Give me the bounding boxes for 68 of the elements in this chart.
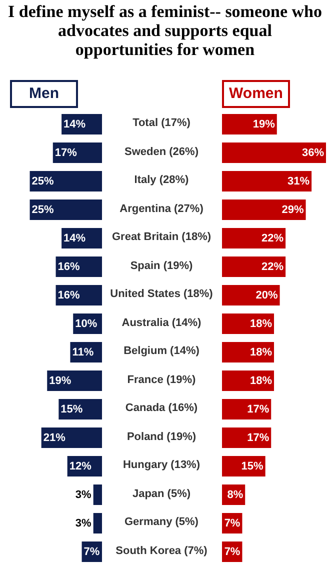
y-tick-label: Great Britain (18%) <box>110 231 212 244</box>
bar <box>222 256 286 278</box>
data-label: 15% <box>241 460 264 472</box>
data-label: 18% <box>250 374 272 387</box>
bar <box>222 170 312 192</box>
data-label: 8% <box>227 488 244 501</box>
data-label: 3% <box>75 488 92 501</box>
y-tick-label: Spain (19%) <box>129 260 194 272</box>
bar <box>47 370 102 392</box>
bar <box>222 342 274 363</box>
bar <box>93 484 102 506</box>
bar <box>222 228 286 249</box>
data-label: 36% <box>302 146 324 159</box>
data-label: 7% <box>224 517 240 530</box>
data-label: 7% <box>84 546 100 558</box>
y-tick-label: Poland (19%) <box>126 430 198 443</box>
text: I define myself as a feminist-- someone who advocates and supports equal opportunities for women <box>8 2 322 59</box>
bar <box>52 142 102 164</box>
bar <box>222 398 272 420</box>
series-label: Men <box>10 80 78 108</box>
data-label: 18% <box>250 346 272 358</box>
data-label: 14% <box>64 118 86 130</box>
bar <box>93 512 102 534</box>
y-tick-label: United States (18%) <box>109 288 214 300</box>
data-label: 29% <box>282 204 304 216</box>
y-tick-label: Germany (5%) <box>124 516 200 528</box>
data-label: 10% <box>75 318 98 330</box>
y-tick-label: Japan (5%) <box>131 488 192 500</box>
y-tick-label: Australia (14%) <box>120 316 202 329</box>
data-label: 18% <box>250 318 272 330</box>
y-tick-label: Total (17%) <box>132 117 192 130</box>
data-label: 17% <box>54 146 78 159</box>
bar <box>222 142 326 164</box>
bar <box>30 170 102 192</box>
y-tick-label: France (19%) <box>126 374 197 386</box>
data-label: 11% <box>72 346 94 358</box>
y-tick-label: Hungary (13%) <box>122 459 202 472</box>
bar <box>222 427 272 448</box>
y-tick-label: Belgium (14%) <box>122 345 200 358</box>
data-label: 25% <box>32 175 54 188</box>
data-label: 15% <box>60 403 83 416</box>
data-label: 19% <box>252 118 276 130</box>
bar <box>222 284 280 306</box>
data-label: 31% <box>288 175 310 188</box>
y-tick-label: Argentina (27%) <box>118 202 204 215</box>
bar <box>30 199 102 220</box>
data-label: 16% <box>58 260 80 273</box>
y-tick-label: Sweden (26%) <box>124 146 200 158</box>
data-label: 22% <box>262 260 284 273</box>
bar <box>222 199 306 220</box>
y-tick-label: Canada (16%) <box>124 402 199 414</box>
data-label: 20% <box>256 289 278 302</box>
data-label: 3% <box>75 517 92 530</box>
data-label: 7% <box>224 546 240 558</box>
y-tick-label: Italy (28%) <box>133 174 190 186</box>
y-tick-label: South Korea (7%) <box>114 544 208 557</box>
data-label: 19% <box>49 374 72 387</box>
data-label: 21% <box>43 432 66 444</box>
data-label: 12% <box>69 460 92 472</box>
bar <box>41 427 102 448</box>
data-label: 14% <box>64 232 86 244</box>
data-label: 16% <box>58 289 80 302</box>
data-label: 22% <box>262 232 284 244</box>
series-label: Women <box>222 80 290 108</box>
data-label: 17% <box>247 432 270 444</box>
data-label: 17% <box>247 403 270 416</box>
bar <box>222 114 277 135</box>
data-label: 25% <box>32 204 54 216</box>
